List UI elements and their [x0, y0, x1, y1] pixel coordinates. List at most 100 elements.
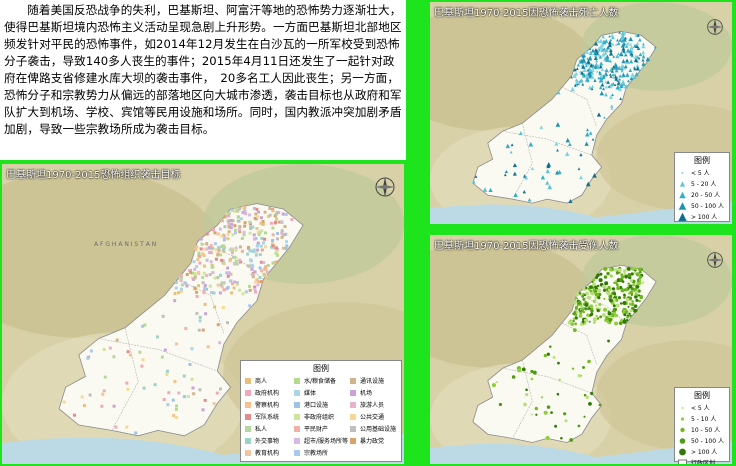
incident-marker: [594, 62, 599, 67]
legend-item: 宗教场所: [293, 448, 348, 457]
incident-marker: [603, 51, 608, 55]
legend-label: 军队系统: [255, 414, 280, 421]
incident-marker: [216, 276, 220, 280]
incident-marker: [585, 395, 589, 400]
incident-marker: [254, 290, 258, 294]
incident-marker: [129, 353, 133, 357]
incident-marker: [219, 273, 223, 277]
legend-swatch: [245, 425, 251, 432]
legend-item: 平民财产: [293, 424, 348, 433]
incident-marker: [627, 79, 630, 83]
incident-marker: [260, 269, 264, 273]
incident-marker: [630, 293, 634, 296]
incident-marker: [243, 224, 247, 228]
incident-marker: [622, 49, 626, 53]
incident-marker: [634, 72, 639, 77]
incident-marker: [635, 272, 640, 277]
legend-label: 私人: [255, 426, 268, 433]
incident-marker: [579, 175, 583, 180]
incident-marker: [604, 80, 608, 84]
incident-marker: [624, 52, 628, 57]
incident-marker: [639, 294, 644, 299]
incident-marker: [266, 263, 270, 267]
incident-marker: [598, 278, 603, 283]
incident-marker: [276, 232, 280, 236]
incident-marker: [586, 313, 590, 317]
incident-marker: [282, 246, 286, 250]
province-boundary: [561, 322, 597, 365]
incident-marker: [594, 298, 597, 302]
incident-marker: [636, 46, 641, 51]
incident-marker: [607, 311, 612, 316]
incident-marker: [585, 181, 591, 187]
legend-list: < 5 人 5 - 10 人 10 - 50 人 50 - 100 人 > 100 人行…: [678, 403, 726, 464]
incident-marker: [607, 84, 611, 88]
incident-marker: [222, 281, 226, 285]
incident-marker: [232, 286, 236, 290]
incident-marker: [642, 42, 645, 46]
incident-marker: [632, 75, 636, 79]
incident-marker: [140, 364, 144, 368]
incident-marker: [577, 301, 581, 305]
incident-marker: [285, 240, 289, 244]
incident-marker: [201, 275, 205, 279]
incident-marker: [641, 50, 646, 55]
incident-marker: [253, 287, 257, 291]
incident-marker: [574, 84, 577, 87]
incident-marker: [179, 279, 183, 283]
incident-marker: [193, 287, 197, 291]
incident-marker: [205, 258, 209, 262]
incident-marker: [198, 315, 202, 319]
map-attack-targets[interactable]: 巴基斯坦1970-2015恐怖组织袭击目标 A F G H A N I S T …: [2, 164, 404, 464]
incident-marker: [588, 50, 593, 56]
incident-marker: [248, 258, 252, 262]
incident-marker: [583, 415, 586, 418]
map-canvas: A F G H A N I S T A N: [2, 164, 404, 464]
incident-marker: [622, 319, 627, 324]
incident-marker: [624, 274, 628, 279]
incident-marker: [276, 253, 280, 257]
map-deaths[interactable]: 巴基斯坦1970-2015因恐怖袭击死亡人数 图例 < 5 人 5 - 20 人 2…: [430, 2, 732, 224]
incident-marker: [635, 298, 639, 302]
incident-marker: [604, 38, 609, 43]
incident-marker: [590, 391, 594, 395]
incident-marker: [599, 61, 604, 66]
compass-rose-icon: [375, 177, 395, 197]
incident-marker: [197, 251, 201, 255]
incident-marker: [609, 267, 613, 272]
legend-item: 港口设施: [293, 400, 348, 409]
incident-marker: [618, 30, 622, 34]
legend-label: 5 - 20 人: [691, 181, 717, 188]
incident-marker: [605, 54, 610, 59]
incident-marker: [222, 288, 226, 292]
legend-swatch: [293, 425, 300, 432]
incident-marker: [592, 278, 596, 282]
incident-marker: [262, 241, 266, 245]
incident-marker: [227, 224, 231, 228]
incident-marker: [222, 238, 226, 242]
incident-marker: [620, 79, 626, 84]
incident-marker: [264, 265, 268, 269]
incident-marker: [620, 69, 624, 73]
legend-label: 机场: [360, 390, 373, 397]
province-boundary: [561, 86, 597, 128]
incident-marker: [631, 302, 635, 307]
incident-marker: [585, 286, 588, 290]
incident-marker: [614, 68, 619, 73]
incident-marker: [193, 275, 197, 279]
incident-marker: [560, 437, 563, 440]
incident-marker: [555, 122, 561, 127]
incident-marker: [522, 190, 526, 194]
incident-marker: [627, 305, 630, 308]
incident-marker: [556, 90, 561, 95]
incident-marker: [177, 291, 181, 295]
legend-label: < 5 人: [691, 170, 710, 177]
incident-marker: [638, 281, 642, 285]
legend-swatch: [350, 425, 357, 432]
incident-marker: [248, 231, 252, 235]
incident-marker: [605, 57, 610, 62]
map-injuries[interactable]: 巴基斯坦1970-2015因恐怖袭击受伤人数 图例 < 5 人 5 - 10 人 1…: [430, 235, 732, 464]
incident-marker: [134, 431, 138, 435]
legend-title: 图例: [694, 156, 710, 165]
incident-marker: [100, 404, 104, 408]
